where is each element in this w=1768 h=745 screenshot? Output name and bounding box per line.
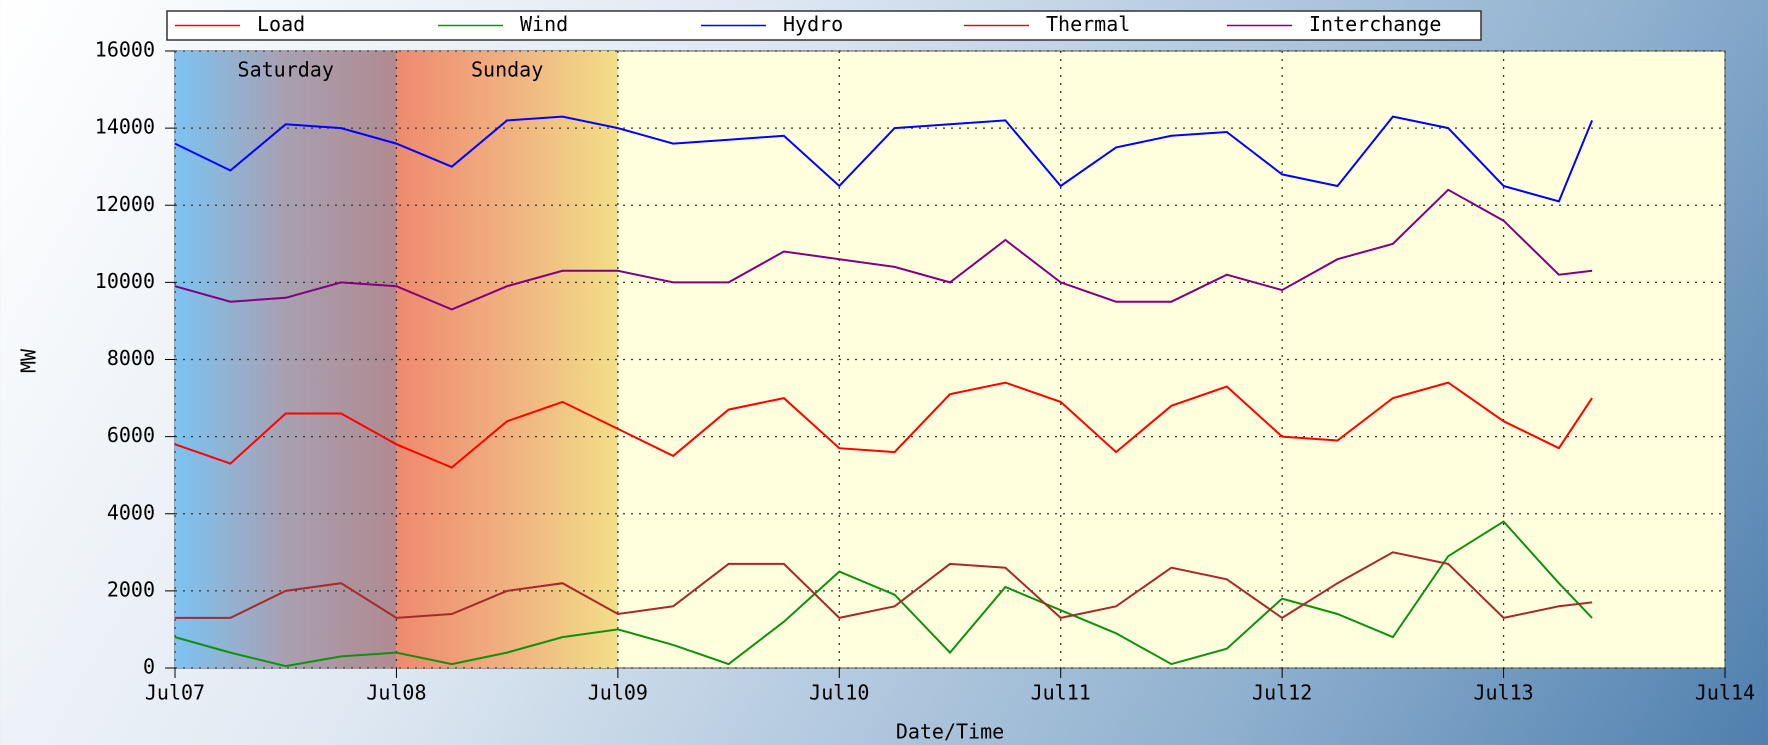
- x-tick-label: Jul14: [1695, 681, 1755, 705]
- x-tick-label: Jul07: [145, 681, 205, 705]
- y-tick-label: 4000: [107, 500, 155, 524]
- legend-label: Thermal: [1046, 12, 1130, 36]
- y-tick-label: 12000: [95, 192, 155, 216]
- series-line: [174, 520, 1593, 668]
- legend-label: Load: [257, 12, 305, 36]
- x-tick-label: Jul11: [1031, 681, 1091, 705]
- y-tick-label: 6000: [107, 423, 155, 447]
- band-label: Saturday: [238, 58, 334, 82]
- x-tick-label: Jul13: [1473, 681, 1533, 705]
- series-line: [174, 381, 1593, 469]
- x-tick-label: Jul12: [1252, 681, 1312, 705]
- y-tick-label: 0: [143, 655, 155, 679]
- day-band: [396, 51, 618, 668]
- x-tick-label: Jul08: [366, 681, 426, 705]
- y-tick-label: 2000: [107, 577, 155, 601]
- y-tick-label: 16000: [95, 38, 155, 62]
- series-line: [174, 115, 1594, 203]
- legend-label: Wind: [520, 12, 568, 36]
- y-axis-label: MW: [17, 348, 41, 373]
- x-axis-label: Date/Time: [896, 720, 1004, 744]
- x-tick-label: Jul09: [588, 681, 648, 705]
- series-line: [175, 551, 1593, 620]
- x-tick-label: Jul10: [809, 681, 869, 705]
- y-tick-label: 10000: [95, 269, 155, 293]
- legend-label: Hydro: [783, 12, 843, 36]
- y-tick-label: 8000: [107, 346, 155, 370]
- series-line: [174, 188, 1593, 311]
- y-tick-label: 14000: [95, 115, 155, 139]
- legend-label: Interchange: [1309, 12, 1441, 36]
- band-label: Sunday: [471, 58, 543, 82]
